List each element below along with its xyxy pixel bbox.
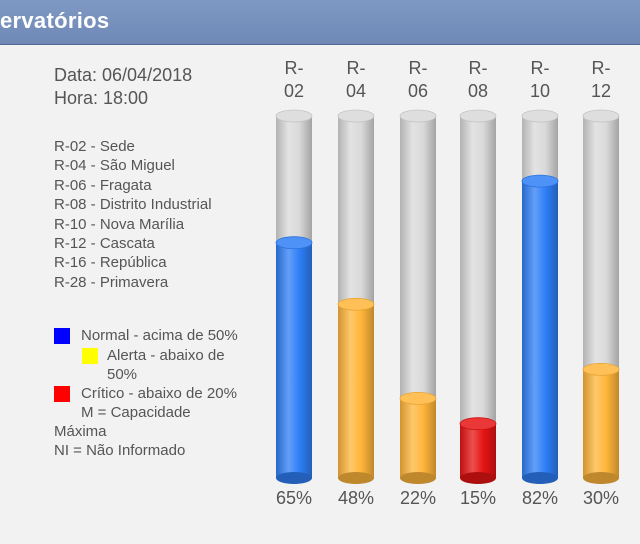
legend-label-capacidade: M = Capacidade <box>81 404 191 421</box>
chart-category-label-prefix: R- <box>409 58 428 78</box>
station-item: R-16 - República <box>54 254 167 272</box>
legend-label-capacidade-cont: Máxima <box>54 423 107 440</box>
chart-value-label: 30% <box>583 488 619 508</box>
chart-bar-bottom <box>338 472 374 484</box>
tube-top <box>275 109 313 123</box>
chart-bar-bottom <box>460 472 496 484</box>
chart-value-label: 22% <box>400 488 436 508</box>
legend-row-alerta: Alerta - abaixo de 50% <box>54 345 274 383</box>
chart-bar-top <box>399 391 437 405</box>
legend-row-ni: NI = Não Informado <box>54 440 274 459</box>
legend-swatch-critico <box>54 386 70 402</box>
legend-swatch-alerta <box>82 348 98 364</box>
chart-category-label-prefix: R- <box>347 58 366 78</box>
legend-swatch-normal <box>54 328 70 344</box>
chart-category-label-prefix: R- <box>531 58 550 78</box>
chart-category-label-number: 08 <box>468 81 488 101</box>
chart-value-label: 15% <box>460 488 496 508</box>
chart-bar-top <box>582 362 620 376</box>
tube-top <box>399 109 437 123</box>
chart-category-label-number: 02 <box>284 81 304 101</box>
chart-value-label: 82% <box>522 488 558 508</box>
reading-info: Data: 06/04/2018 Hora: 18:00 <box>54 64 192 110</box>
tube-top <box>582 109 620 123</box>
chart-bar-fill <box>276 242 312 478</box>
tube-top <box>337 109 375 123</box>
station-item: R-08 - Distrito Industrial <box>54 196 212 214</box>
time-label: Hora: 18:00 <box>54 88 149 108</box>
station-item: R-06 - Fragata <box>54 176 152 194</box>
chart-bar-fill <box>338 304 374 478</box>
chart-bar-bottom <box>583 472 619 484</box>
chart-bar-top <box>459 417 497 431</box>
chart-bar-bottom <box>400 472 436 484</box>
legend-label-alerta: Alerta - abaixo de <box>107 347 225 364</box>
legend-label-ni: NI = Não Informado <box>54 442 186 459</box>
legend-row-normal: Normal - acima de 50% <box>54 326 274 345</box>
legend-row-capacidade-cont: Máxima <box>54 421 274 440</box>
chart-bar-bottom <box>276 472 312 484</box>
chart-bar-fill <box>583 369 619 478</box>
chart-bar-fill <box>400 398 436 478</box>
legend-row-capacidade: M = Capacidade <box>54 402 274 421</box>
chart-bar-bottom <box>522 472 558 484</box>
chart-category-label-number: 04 <box>346 81 366 101</box>
station-item: R-04 - São Miguel <box>54 157 175 175</box>
chart-category-label-number: 06 <box>408 81 428 101</box>
legend-label-critico: Crítico - abaixo de 20% <box>81 385 237 402</box>
date-label: Data: 06/04/2018 <box>54 65 193 85</box>
tube-top <box>521 109 559 123</box>
chart-bar-top <box>521 174 559 188</box>
chart-category-label-prefix: R- <box>469 58 488 78</box>
station-item: R-12 - Cascata <box>54 235 155 253</box>
chart-bar-fill <box>460 423 496 478</box>
chart-bar-fill <box>522 181 558 478</box>
chart-category-label-prefix: R- <box>592 58 611 78</box>
chart-category-label-prefix: R- <box>285 58 304 78</box>
header-bar: ervatórios <box>0 0 640 45</box>
legend-row-critico: Crítico - abaixo de 20% <box>54 383 274 402</box>
station-item: R-02 - Sede <box>54 138 135 155</box>
tube-top <box>459 109 497 123</box>
station-list: R-02 - Sede R-04 - São Miguel R-06 - Fra… <box>54 137 212 292</box>
legend: Normal - acima de 50% Alerta - abaixo de… <box>54 326 274 459</box>
chart-value-label: 65% <box>276 488 312 508</box>
chart-bar-top <box>275 236 313 250</box>
chart-category-label-number: 12 <box>591 81 611 101</box>
chart-value-label: 48% <box>338 488 374 508</box>
legend-label-alerta-cont: 50% <box>107 366 138 383</box>
chart-category-label-number: 10 <box>530 81 550 101</box>
legend-label-normal: Normal - acima de 50% <box>81 327 238 344</box>
page-title: ervatórios <box>0 8 110 33</box>
chart-bar-top <box>337 297 375 311</box>
station-item: R-28 - Primavera <box>54 273 169 291</box>
station-item: R-10 - Nova Marília <box>54 215 185 233</box>
